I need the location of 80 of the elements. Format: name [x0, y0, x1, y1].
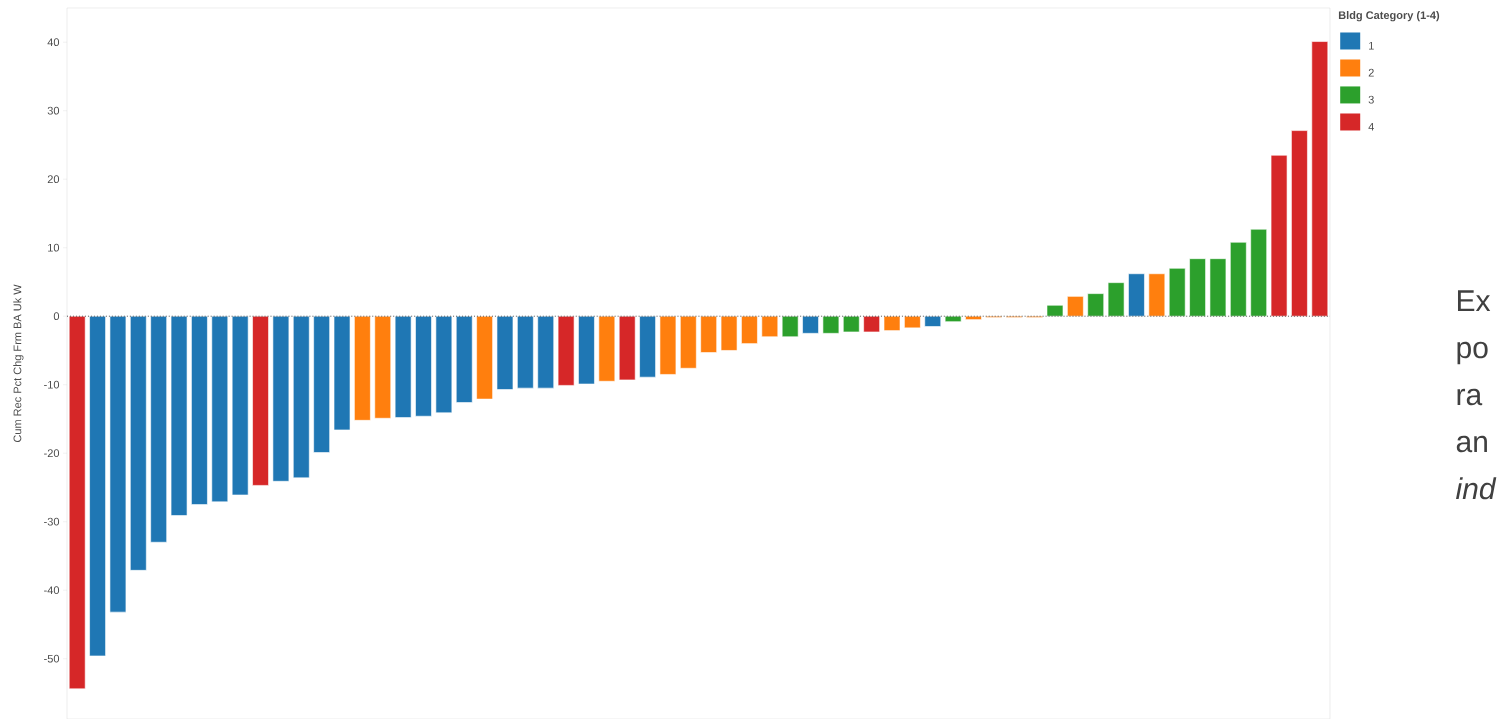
bar	[272, 315, 290, 482]
y-tick-label: -50	[44, 654, 60, 663]
bar	[822, 315, 840, 334]
bar	[1311, 41, 1329, 317]
bar	[578, 315, 595, 385]
bar	[557, 315, 575, 386]
bar	[761, 315, 779, 338]
bar	[455, 315, 473, 403]
bar	[680, 315, 697, 369]
bar	[109, 315, 127, 613]
y-tick-label: 10	[48, 243, 60, 252]
bar	[1046, 304, 1064, 317]
y-tick-label: 40	[47, 38, 60, 47]
bar	[1087, 293, 1105, 317]
bar	[904, 315, 921, 329]
bar	[435, 315, 453, 414]
bar	[1209, 258, 1227, 317]
bar	[130, 315, 147, 571]
y-tick-label: 20	[47, 175, 60, 184]
bar	[150, 315, 167, 543]
bar	[639, 315, 656, 378]
y-tick-label: -20	[44, 449, 60, 458]
text: po	[1457, 341, 1488, 365]
bar	[211, 315, 229, 503]
legend-label: 2	[1368, 68, 1374, 77]
bar	[231, 315, 249, 496]
bar	[89, 315, 106, 657]
bar	[1107, 282, 1125, 317]
bar	[313, 315, 330, 453]
bar	[1189, 258, 1206, 317]
bar	[1128, 273, 1145, 317]
bar	[1291, 130, 1308, 317]
bar	[659, 315, 677, 375]
bar	[781, 315, 799, 338]
bar	[863, 315, 880, 333]
legend-label: 3	[1368, 95, 1374, 104]
bar	[802, 315, 819, 334]
text: ind	[1456, 477, 1497, 500]
bar	[700, 315, 717, 353]
text: Ex	[1458, 290, 1491, 311]
bar	[68, 315, 86, 690]
bar	[394, 315, 412, 418]
y-tick-label: 0	[53, 312, 60, 321]
bar	[1148, 273, 1166, 317]
bar	[842, 315, 860, 333]
bar	[415, 315, 432, 417]
bar	[741, 315, 758, 344]
bar	[374, 315, 392, 419]
text: ra	[1457, 388, 1483, 406]
bar	[1168, 267, 1186, 317]
bar	[170, 315, 188, 516]
bar	[1250, 228, 1267, 317]
bar	[1067, 296, 1084, 317]
bar	[1230, 241, 1247, 317]
bar	[476, 315, 493, 400]
y-tick-label: 30	[47, 106, 60, 115]
bar	[333, 315, 351, 431]
y-tick-label: -40	[44, 586, 60, 595]
bar	[252, 315, 269, 486]
bar	[944, 315, 962, 322]
bar	[965, 315, 982, 320]
bar	[191, 315, 208, 505]
bar	[1270, 154, 1288, 317]
bar	[496, 315, 514, 390]
bar	[883, 315, 901, 331]
text: an	[1456, 435, 1487, 453]
legend-label: 1	[1369, 41, 1374, 50]
bar	[354, 315, 371, 421]
y-tick-label: -10	[44, 380, 60, 389]
legend-title: Bldg Category (1-4)	[1338, 11, 1440, 22]
legend-label: 4	[1368, 122, 1374, 131]
y-tick-label: -30	[44, 517, 60, 526]
bar	[924, 315, 942, 327]
bar	[537, 315, 555, 389]
bar	[618, 315, 636, 381]
bar	[292, 315, 310, 479]
bar	[517, 315, 534, 389]
bar	[720, 315, 738, 351]
y-axis-title: Cum Rec Pct Chg Frm BA Uk W	[13, 284, 24, 443]
bar	[598, 315, 616, 382]
